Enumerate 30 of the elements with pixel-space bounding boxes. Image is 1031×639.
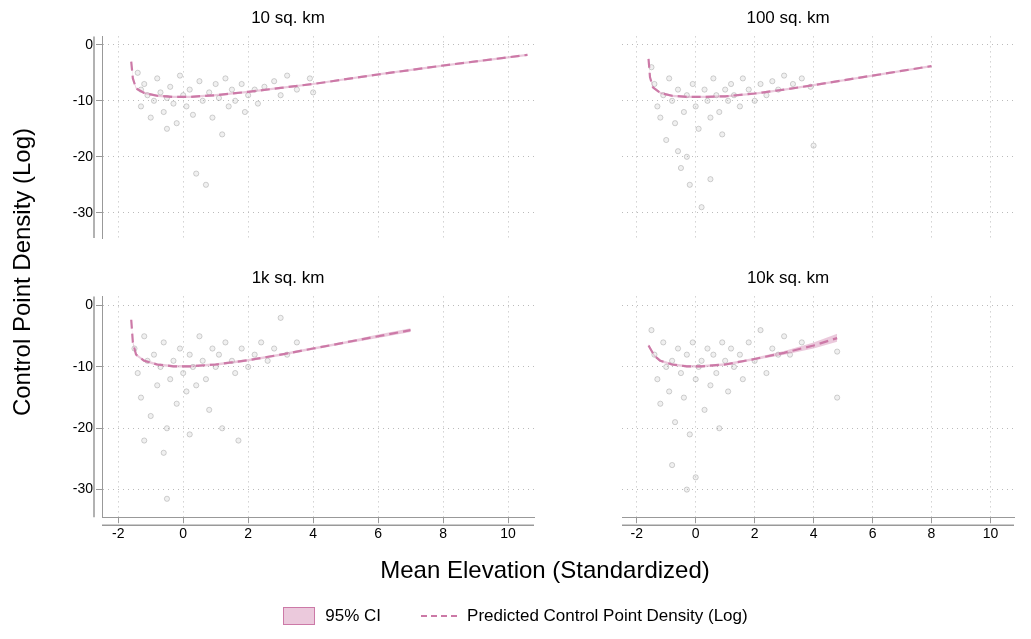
x-tick-label: 2 [750,525,759,542]
x-tick-label: 4 [809,525,818,542]
x-tick-label: 8 [439,525,448,542]
x-tick-label: 0 [179,525,188,542]
x-tick-label: 6 [868,525,877,542]
chart-title: 100 sq. km [746,7,830,27]
x-tick-label: 4 [309,525,318,542]
y-tick-label: -10 [72,357,94,374]
chart-title: 1k sq. km [251,267,325,287]
y-axis-title: Control Point Density (Log) [8,127,36,417]
x-tick-label: -2 [112,525,125,542]
y-tick-label: -30 [72,480,94,497]
y-tick-label: -20 [72,419,94,436]
y-tick-label: -30 [72,203,94,220]
legend-label: Predicted Control Point Density (Log) [467,606,748,626]
y-tick-label: 0 [85,296,94,313]
x-tick-label: 10 [500,525,517,542]
x-tick-label: 10 [982,525,999,542]
x-tick-label: -2 [630,525,644,542]
x-axis-title: Mean Elevation (Standardized) [380,556,710,584]
x-tick-label: 6 [374,525,383,542]
y-tick-label: -10 [72,91,94,108]
y-tick-label: 0 [85,35,94,52]
text: 95% CI [325,606,382,626]
y-tick-label: -20 [72,147,94,164]
x-tick-label: 0 [691,525,700,542]
chart-title: 10 sq. km [251,7,325,27]
chart-title: 10k sq. km [746,267,830,287]
x-tick-label: 2 [244,525,253,542]
x-tick-label: 8 [927,525,936,542]
